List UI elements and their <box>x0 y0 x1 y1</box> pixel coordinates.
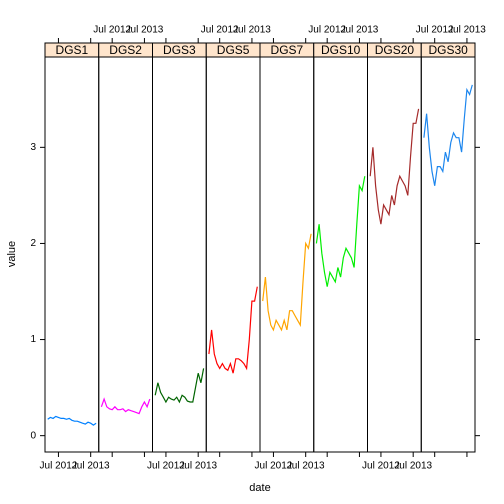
strip-label: DGS1 <box>56 43 89 57</box>
strip-label: DGS2 <box>109 43 142 57</box>
strip-label: DGS10 <box>321 43 361 57</box>
x-tick-label-top: Jul 2012 <box>416 25 454 36</box>
panel <box>367 56 422 453</box>
x-axis-title: date <box>249 482 270 494</box>
strip-label: DGS30 <box>428 43 468 57</box>
x-tick-label-top: Jul 2013 <box>126 25 164 36</box>
strip-label: DGS20 <box>375 43 415 57</box>
x-tick-label: Jul 2013 <box>287 461 325 472</box>
x-tick-label: Jul 2012 <box>40 461 78 472</box>
panel <box>205 56 261 453</box>
series-line <box>100 397 151 415</box>
x-tick-label: Jul 2012 <box>147 461 185 472</box>
strip-label: DGS3 <box>163 43 196 57</box>
x-tick-label: Jul 2013 <box>394 461 432 472</box>
series-line <box>208 286 258 374</box>
x-tick-label: Jul 2013 <box>179 461 217 472</box>
series-line <box>262 233 312 332</box>
x-tick-label-top: Jul 2012 <box>201 25 239 36</box>
y-tick-label: 1 <box>30 334 36 345</box>
series-line <box>47 415 97 426</box>
series-line <box>369 108 420 225</box>
series-line <box>154 368 205 404</box>
y-tick-label: 0 <box>30 430 36 441</box>
x-tick-label: Jul 2012 <box>362 461 400 472</box>
series-line <box>423 84 473 186</box>
x-tick-label-top: Jul 2013 <box>233 25 271 36</box>
y-tick-label: 2 <box>30 238 36 249</box>
panel <box>98 56 153 453</box>
panel <box>44 56 100 453</box>
y-axis-title: value <box>6 241 18 267</box>
panel <box>420 56 476 453</box>
panel <box>259 56 315 453</box>
x-tick-label-top: Jul 2012 <box>93 25 131 36</box>
x-tick-label-top: Jul 2012 <box>308 25 346 36</box>
strip-label: DGS5 <box>217 43 250 57</box>
series-line <box>315 176 366 287</box>
x-tick-label: Jul 2013 <box>72 461 110 472</box>
strip-label: DGS7 <box>271 43 304 57</box>
x-tick-label-top: Jul 2013 <box>448 25 486 36</box>
x-tick-label-top: Jul 2013 <box>341 25 379 36</box>
y-tick-label: 3 <box>30 142 36 153</box>
x-tick-label: Jul 2012 <box>255 461 293 472</box>
